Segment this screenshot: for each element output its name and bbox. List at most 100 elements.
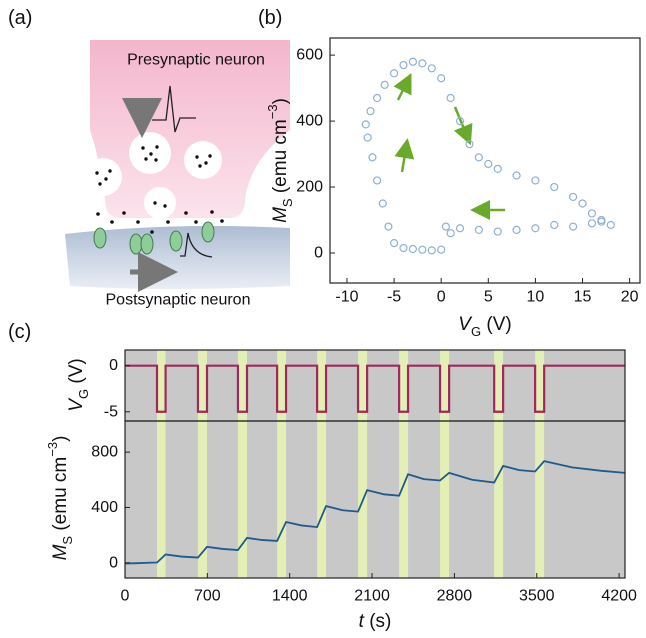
data-point — [384, 222, 393, 231]
data-point — [597, 217, 606, 226]
data-point — [587, 219, 597, 228]
y-tick-label: -5 — [104, 403, 118, 420]
x-tick-label: -10 — [335, 289, 358, 306]
x-tick-label: 15 — [574, 289, 592, 306]
presynaptic-terminal — [90, 40, 290, 218]
data-point — [569, 222, 578, 231]
axis-label: t (s) — [359, 611, 392, 632]
plot-frame — [329, 37, 641, 284]
y-tick-label: 600 — [296, 47, 323, 64]
y-tick-label: 400 — [91, 499, 118, 516]
axis-label-part: (emu cm — [50, 457, 71, 536]
panel-label: (b) — [258, 7, 282, 29]
y-tick-label: 0 — [109, 554, 118, 571]
pulse-band — [358, 350, 368, 578]
data-point — [363, 133, 372, 142]
axis-label-part: (s) — [364, 611, 391, 632]
y-tick-label: 800 — [91, 444, 118, 461]
axis-label: VG (V) — [458, 314, 511, 340]
epsc — [180, 232, 213, 258]
data-point — [427, 246, 436, 255]
pulse-band — [237, 350, 247, 578]
data-point — [531, 176, 540, 185]
data-line — [125, 364, 625, 413]
data-point — [474, 153, 483, 162]
axis-label-part: −3 — [265, 104, 280, 119]
axis-label-part: V — [66, 397, 87, 412]
axis-label-part: G — [76, 389, 91, 399]
data-point — [373, 176, 382, 185]
x-tick-label: 5 — [484, 289, 493, 306]
sweep-arrows — [393, 73, 505, 220]
pulse-band — [197, 350, 207, 578]
data-line — [124, 460, 626, 565]
data-point — [408, 57, 418, 66]
data-point — [366, 107, 375, 116]
axis-label-part: M — [270, 207, 291, 223]
vesicles — [84, 132, 222, 219]
panel-label: (a) — [8, 7, 32, 29]
data-point — [455, 116, 465, 126]
y-tick-label: 0 — [109, 357, 118, 374]
axis-label-part: M — [50, 544, 71, 560]
receptors — [93, 221, 215, 255]
axis-label-part: (emu cm — [270, 119, 291, 198]
data-point — [484, 159, 493, 169]
pulse-band — [157, 350, 166, 578]
axis-label-part: ) — [270, 98, 291, 104]
data-point — [512, 171, 521, 180]
axis-label: VG (V) — [66, 358, 92, 411]
axis-label: MS (emu cm−3) — [45, 436, 75, 561]
diagram-label: Postsynaptic neuron — [106, 292, 251, 309]
data-point — [512, 225, 521, 235]
pulse-band — [494, 350, 504, 578]
axis-label-part: t — [359, 611, 365, 632]
x-tick-label: 2100 — [354, 588, 390, 605]
data-point — [399, 243, 408, 253]
data-point — [569, 192, 578, 202]
x-tick-label: 3500 — [519, 588, 555, 605]
x-tick-label: -5 — [387, 289, 401, 306]
spike — [152, 85, 196, 133]
x-tick-label: 10 — [527, 289, 545, 306]
data-point — [437, 245, 446, 254]
axis-label-part: S — [60, 536, 75, 545]
y-tick-label: 400 — [296, 113, 323, 130]
axis-label-part: V — [458, 314, 473, 335]
data-point — [389, 69, 399, 78]
data-point — [399, 60, 408, 70]
axis-label-part: ) — [50, 436, 71, 442]
data-point — [418, 59, 427, 68]
axis-label-part: (V) — [66, 358, 87, 389]
y-tick-label: 0 — [314, 244, 323, 261]
pulse-band — [440, 350, 450, 578]
data-point — [531, 224, 540, 233]
diagram-label: Presynaptic neuron — [127, 52, 265, 69]
x-tick-label: 0 — [121, 588, 130, 605]
data-point — [493, 227, 502, 236]
data-point — [587, 209, 597, 218]
y-tick-label: 200 — [296, 179, 323, 196]
data-point — [408, 244, 418, 254]
x-tick-label: 2800 — [437, 588, 473, 605]
axis-label-part: (V) — [481, 314, 512, 335]
synapse-diagram: Presynaptic neuron Postsynaptic neuron — [65, 40, 290, 309]
data-point — [427, 64, 436, 73]
data-point — [578, 199, 587, 208]
panel-label: (c) — [8, 321, 31, 343]
data-point — [361, 120, 370, 129]
data-point — [550, 182, 559, 192]
data-point — [465, 140, 474, 149]
data-point — [550, 220, 559, 230]
x-tick-label: 1400 — [272, 588, 308, 605]
data-point — [606, 220, 615, 230]
x-tick-label: 0 — [437, 289, 446, 306]
data-point — [446, 229, 455, 238]
pulse-band — [535, 350, 545, 578]
data-point — [389, 239, 399, 248]
axis-label: MS (emu cm−3) — [265, 98, 295, 223]
data-point — [441, 222, 450, 231]
data-point — [373, 93, 382, 103]
pulse-band — [399, 350, 409, 578]
